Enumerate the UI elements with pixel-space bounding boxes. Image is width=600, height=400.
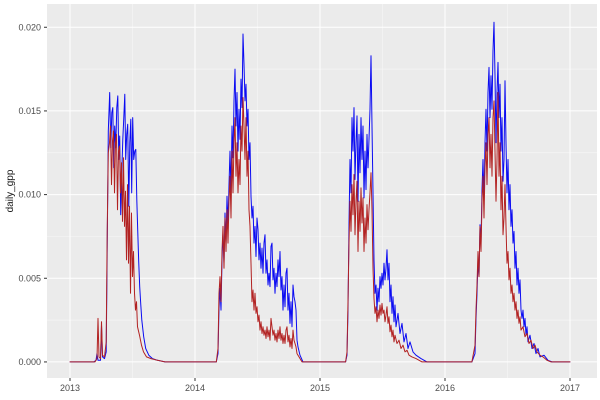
svg-text:2017: 2017	[560, 383, 580, 393]
svg-text:2016: 2016	[435, 383, 455, 393]
svg-text:0.020: 0.020	[18, 22, 41, 32]
svg-text:2014: 2014	[185, 383, 205, 393]
svg-text:0.005: 0.005	[18, 273, 41, 283]
svg-text:0.000: 0.000	[18, 357, 41, 367]
svg-text:0.010: 0.010	[18, 190, 41, 200]
svg-text:2013: 2013	[60, 383, 80, 393]
svg-text:0.015: 0.015	[18, 106, 41, 116]
svg-text:2015: 2015	[310, 383, 330, 393]
